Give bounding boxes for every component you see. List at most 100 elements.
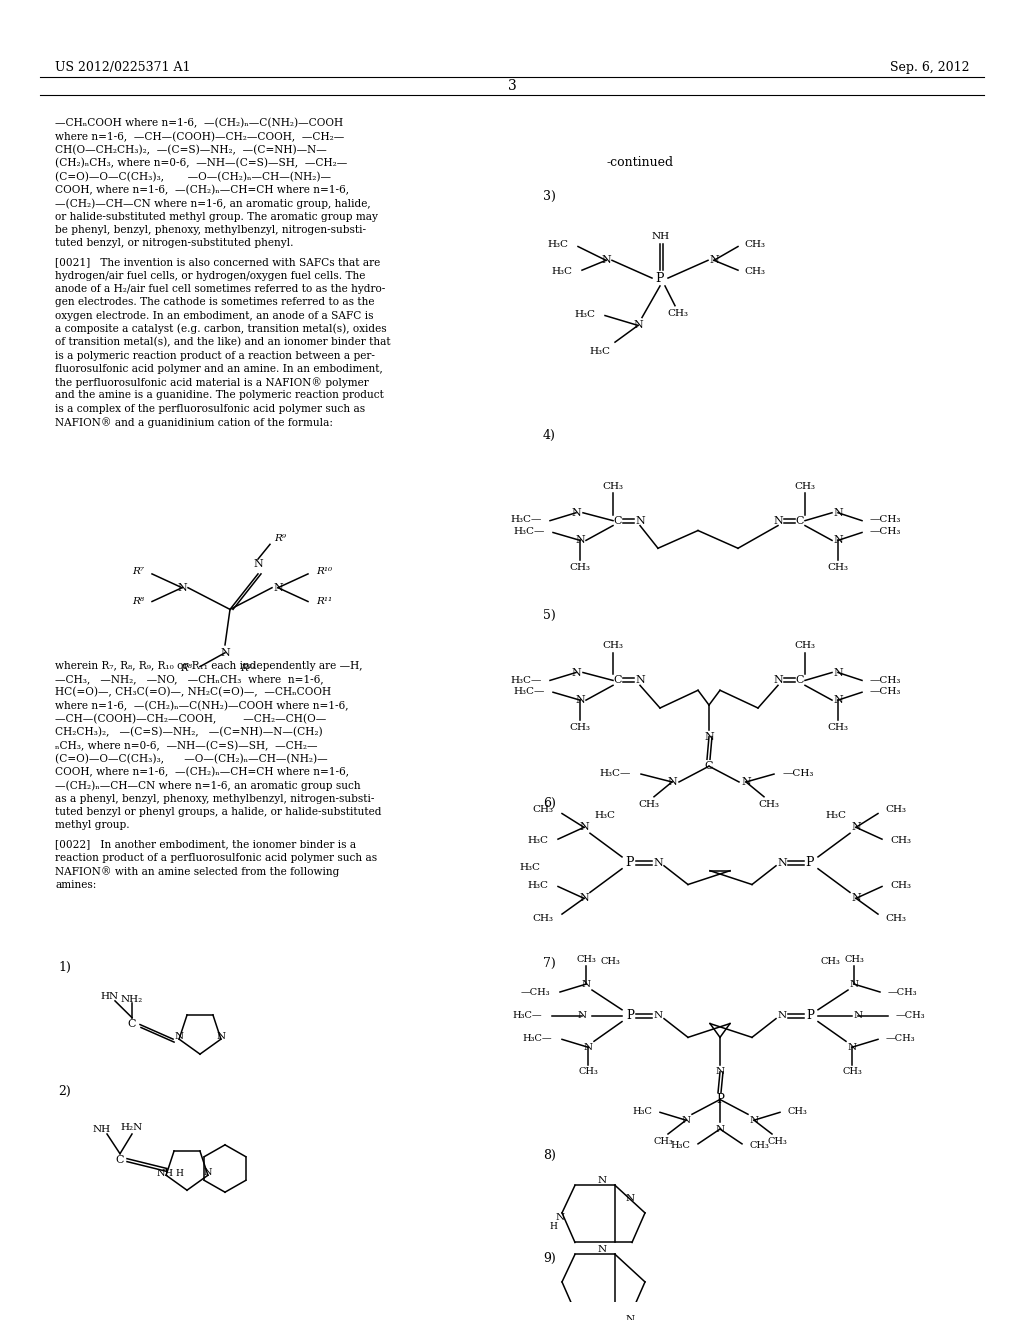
Text: CH₃: CH₃ xyxy=(820,957,840,966)
Text: N: N xyxy=(584,1043,593,1052)
Text: N: N xyxy=(626,1193,635,1203)
Text: the perfluorosulfonic acid material is a NAFION® polymer: the perfluorosulfonic acid material is a… xyxy=(55,378,369,388)
Text: reaction product of a perfluorosulfonic acid polymer such as: reaction product of a perfluorosulfonic … xyxy=(55,853,377,863)
Text: H₃C—: H₃C— xyxy=(511,676,542,685)
Text: CH₃: CH₃ xyxy=(653,1138,673,1146)
Text: HC(=O)—, CH₃C(=O)—, NH₂C(=O)—,  —CHₙCOOH: HC(=O)—, CH₃C(=O)—, NH₂C(=O)—, —CHₙCOOH xyxy=(55,688,331,698)
Text: and the amine is a guanidine. The polymeric reaction product: and the amine is a guanidine. The polyme… xyxy=(55,391,384,400)
Text: R⁷: R⁷ xyxy=(132,568,144,577)
Text: —CH₃: —CH₃ xyxy=(886,1034,915,1043)
Text: N: N xyxy=(834,536,843,545)
Text: —CH₃: —CH₃ xyxy=(520,989,550,998)
Text: N: N xyxy=(850,979,858,989)
Text: hydrogen/air fuel cells, or hydrogen/oxygen fuel cells. The: hydrogen/air fuel cells, or hydrogen/oxy… xyxy=(55,271,366,281)
Text: COOH, where n=1-6,  —(CH₂)ₙ—CH=CH where n=1-6,: COOH, where n=1-6, —(CH₂)ₙ—CH=CH where n… xyxy=(55,185,349,195)
Text: N: N xyxy=(716,1068,725,1076)
Text: CH₃: CH₃ xyxy=(569,723,591,733)
Text: CH₃: CH₃ xyxy=(532,913,553,923)
Text: CH(O—CH₂CH₃)₂,  —(C=S)—NH₂,  —(C=NH)—N—: CH(O—CH₂CH₃)₂, —(C=S)—NH₂, —(C=NH)—N— xyxy=(55,145,327,156)
Text: H: H xyxy=(175,1170,183,1177)
Text: NH: NH xyxy=(652,232,670,242)
Text: P: P xyxy=(626,857,634,870)
Text: —CH₃: —CH₃ xyxy=(870,686,901,696)
Text: gen electrodes. The cathode is sometimes referred to as the: gen electrodes. The cathode is sometimes… xyxy=(55,297,375,308)
Text: —(CH₂)—CH—CN where n=1-6, an aromatic group, halide,: —(CH₂)—CH—CN where n=1-6, an aromatic gr… xyxy=(55,198,371,209)
Text: CH₃: CH₃ xyxy=(827,564,849,573)
Text: CH₃: CH₃ xyxy=(788,1107,808,1115)
Text: CH₃: CH₃ xyxy=(750,1142,770,1150)
Text: C: C xyxy=(116,1155,124,1164)
Text: N: N xyxy=(601,255,611,265)
Text: N: N xyxy=(851,894,861,903)
Text: 5): 5) xyxy=(543,610,556,623)
Text: N: N xyxy=(716,1125,725,1134)
Text: —CH₃: —CH₃ xyxy=(888,989,918,998)
Text: (C=O)—O—C(CH₃)₃,      —O—(CH₂)ₙ—CH—(NH₂)—: (C=O)—O—C(CH₃)₃, —O—(CH₂)ₙ—CH—(NH₂)— xyxy=(55,754,328,764)
Text: C: C xyxy=(613,516,623,525)
Text: N: N xyxy=(220,648,229,657)
Text: CH₃: CH₃ xyxy=(639,800,659,809)
Text: CH₃: CH₃ xyxy=(885,913,906,923)
Text: N: N xyxy=(597,1176,606,1185)
Text: N: N xyxy=(578,1011,587,1020)
Text: N: N xyxy=(777,858,786,867)
Text: N: N xyxy=(174,1032,183,1040)
Text: CH₃: CH₃ xyxy=(744,240,765,249)
Text: NAFION® with an amine selected from the following: NAFION® with an amine selected from the … xyxy=(55,866,339,876)
Text: NAFION® and a guanidinium cation of the formula:: NAFION® and a guanidinium cation of the … xyxy=(55,417,333,428)
Text: R¹⁰: R¹⁰ xyxy=(316,568,332,577)
Text: P: P xyxy=(716,1093,724,1106)
Text: C: C xyxy=(705,762,714,771)
Text: R⁸: R⁸ xyxy=(132,597,144,606)
Text: N: N xyxy=(273,582,283,593)
Text: H₂N: H₂N xyxy=(121,1122,143,1131)
Text: N: N xyxy=(633,321,643,330)
Text: or halide-substituted methyl group. The aromatic group may: or halide-substituted methyl group. The … xyxy=(55,211,378,222)
Text: 3): 3) xyxy=(543,190,556,203)
Text: H₃C—: H₃C— xyxy=(522,1034,552,1043)
Text: CH₃: CH₃ xyxy=(569,564,591,573)
Text: 6): 6) xyxy=(543,797,556,809)
Text: H₃C: H₃C xyxy=(547,240,568,249)
Text: —(CH₂)ₙ—CH—CN where n=1-6, an aromatic group such: —(CH₂)ₙ—CH—CN where n=1-6, an aromatic g… xyxy=(55,780,360,791)
Text: CH₃: CH₃ xyxy=(885,805,906,814)
Text: C: C xyxy=(128,1019,136,1028)
Text: 8): 8) xyxy=(543,1148,556,1162)
Text: [0021]   The invention is also concerned with SAFCs that are: [0021] The invention is also concerned w… xyxy=(55,257,380,268)
Text: R⁹: R⁹ xyxy=(274,533,286,543)
Text: N: N xyxy=(216,1032,225,1040)
Text: H₃C: H₃C xyxy=(589,347,610,355)
Text: P: P xyxy=(655,272,665,285)
Text: 4): 4) xyxy=(543,429,556,442)
Text: CH₃: CH₃ xyxy=(744,267,765,276)
Text: N: N xyxy=(575,536,585,545)
Text: —CH₃,   —NH₂,   —NO,   —CHₙCH₃  where  n=1-6,: —CH₃, —NH₂, —NO, —CHₙCH₃ where n=1-6, xyxy=(55,675,324,684)
Text: fluorosulfonic acid polymer and an amine. In an embodiment,: fluorosulfonic acid polymer and an amine… xyxy=(55,364,383,374)
Text: H₃C—: H₃C— xyxy=(600,768,631,777)
Text: N: N xyxy=(597,1245,606,1254)
Text: anode of a H₂/air fuel cell sometimes referred to as the hydro-: anode of a H₂/air fuel cell sometimes re… xyxy=(55,284,385,294)
Text: 7): 7) xyxy=(543,957,556,969)
Text: NH: NH xyxy=(157,1168,174,1177)
Text: N: N xyxy=(834,668,843,677)
Text: H₃C: H₃C xyxy=(632,1107,652,1115)
Text: oxygen electrode. In an embodiment, an anode of a SAFC is: oxygen electrode. In an embodiment, an a… xyxy=(55,310,374,321)
Text: N: N xyxy=(204,1168,212,1176)
Text: H₃C: H₃C xyxy=(670,1142,690,1150)
Text: N: N xyxy=(848,1043,856,1052)
Text: CH₃: CH₃ xyxy=(577,954,596,964)
Text: —CH₃: —CH₃ xyxy=(870,515,901,524)
Text: —CH₃: —CH₃ xyxy=(870,676,901,685)
Text: CH₃: CH₃ xyxy=(890,880,911,890)
Text: N: N xyxy=(705,731,714,742)
Text: H₃C: H₃C xyxy=(825,810,846,820)
Text: CH₃: CH₃ xyxy=(767,1138,786,1146)
Text: CH₃: CH₃ xyxy=(668,309,688,318)
Text: NH: NH xyxy=(93,1125,111,1134)
Text: 2): 2) xyxy=(58,1085,71,1098)
Text: H₃C: H₃C xyxy=(527,880,548,890)
Text: —CH₃: —CH₃ xyxy=(870,527,901,536)
Text: ₙCH₃, where n=0-6,  —NH—(C=S)—SH,  —CH₂—: ₙCH₃, where n=0-6, —NH—(C=S)—SH, —CH₂— xyxy=(55,741,317,751)
Text: —CH₃: —CH₃ xyxy=(783,768,814,777)
Text: CH₃: CH₃ xyxy=(602,482,624,491)
